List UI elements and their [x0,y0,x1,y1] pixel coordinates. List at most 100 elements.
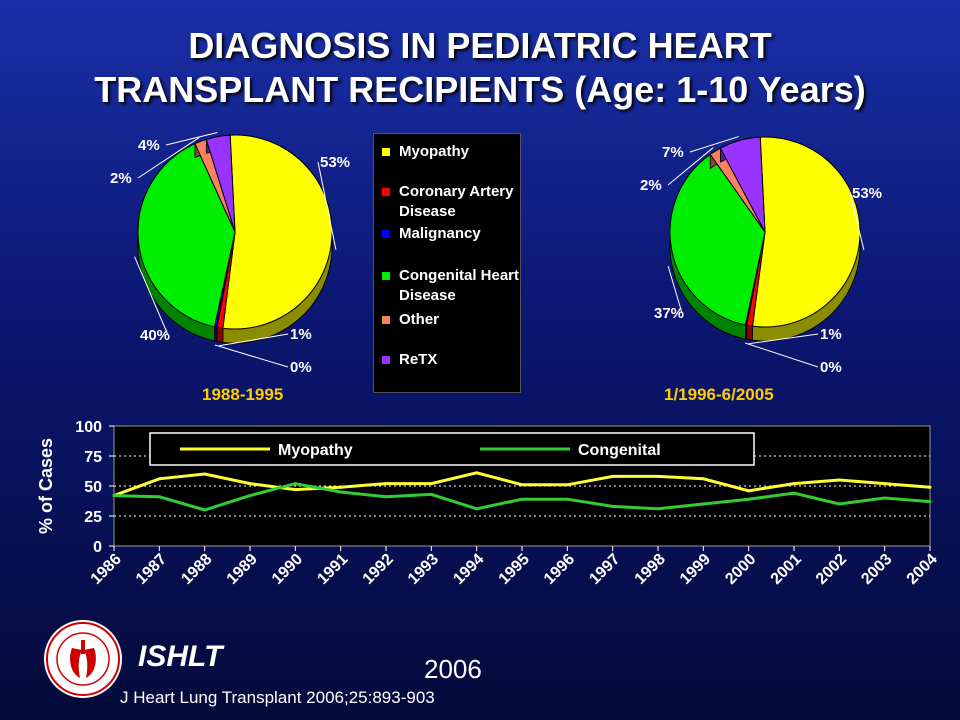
legend-label: Coronary Artery Disease [399,183,514,220]
data-point [203,508,207,512]
pie-2: 53% 1% 0% 37% 2%7% [640,136,882,376]
y-tick-label: 100 [75,419,102,436]
data-point [293,482,297,486]
pie-slice-label: 7% [662,144,684,161]
data-point [747,489,751,493]
data-point [248,482,252,486]
legend-swatch [382,188,390,196]
data-point [792,482,796,486]
y-tick-label: 75 [84,449,102,466]
pie-slice-label: 0% [290,359,312,376]
pie-leader-line [849,192,865,251]
data-point [837,478,841,482]
pie-slice-label: 0% [820,359,842,376]
data-point [928,500,932,504]
data-point [248,494,252,498]
pie-slice [205,134,236,233]
pie-leader-line [667,265,683,314]
y-tick-label: 50 [84,479,102,496]
pie-slice [719,136,766,233]
x-tick-label: 1999 [677,551,714,588]
citation: J Heart Lung Transplant 2006;25:893-903 [120,688,435,707]
data-point [837,502,841,506]
org-name: ISHLT [138,640,223,673]
data-point [565,497,569,501]
data-point [429,492,433,496]
pie-legend: Myopathy Coronary Artery Disease Maligna… [373,133,521,393]
data-point [157,477,161,481]
legend-label: Congenital Heart Disease [399,267,520,304]
pie-leader-line [745,342,819,368]
pie-1: 53% 1% 0% 40% 2% 4% [110,132,350,376]
data-point [701,477,705,481]
x-tick-label: 2003 [858,551,895,588]
pie-leader-line [165,132,218,146]
pie-slice-label: 2% [640,177,662,194]
pie-charts: 53%1%0%40%2%4%53%1%0%37%2%7% [110,132,882,376]
data-point [157,495,161,499]
pie-slice-label: 1% [820,326,842,343]
data-point [520,483,524,487]
data-point [883,496,887,500]
data-point [475,507,479,511]
pie-leader-line [214,344,289,368]
data-point [792,491,796,495]
pie-slice-side [216,326,224,343]
pie-slice-label: 37% [654,305,684,322]
legend-swatch [382,148,390,156]
legend-label: Malignancy [399,225,481,242]
data-point [520,497,524,501]
pie-leader-line [317,161,337,250]
data-point [429,482,433,486]
data-point [203,472,207,476]
x-tick-label: 1990 [269,551,306,588]
x-tick-label: 2002 [813,551,850,588]
data-point [656,474,660,478]
data-point [112,494,116,498]
pie-slice [137,142,236,328]
legend-label: Other [399,311,440,328]
data-point [339,490,343,494]
legend-series-label: Congenital [578,442,661,459]
x-tick-label: 1987 [133,551,170,588]
pie-slice-label: 53% [852,185,882,202]
pie-slice-label: 53% [320,154,350,171]
title-line-2: TRANSPLANT RECIPIENTS (Age: 1-10 Years) [94,69,866,110]
data-point [747,497,751,501]
y-axis-label: % of Cases [36,438,56,534]
year: 2006 [424,654,482,684]
pie-leader-line [689,136,739,153]
pie-slice [751,136,861,328]
data-point [656,507,660,511]
x-tick-label: 1992 [360,551,397,588]
pie-leader-line [137,137,200,179]
x-tick-label: 1988 [178,551,215,588]
x-tick-label: 2000 [722,551,759,588]
pie-leader-line [748,333,819,345]
data-point [883,482,887,486]
pie-2-period-label: 1/1996-6/2005 [664,385,774,404]
data-point [611,504,615,508]
data-point [928,485,932,489]
legend-label: ReTX [399,351,438,368]
legend-label: Myopathy [399,143,470,160]
legend-swatch [382,230,390,238]
data-point [384,495,388,499]
pie-slice-label: 1% [290,326,312,343]
data-point [339,485,343,489]
ishlt-logo-icon [44,620,122,698]
x-tick-label: 1997 [586,551,623,588]
data-point [384,482,388,486]
x-tick-label: 1991 [314,551,351,588]
pie-slice-label: 4% [138,137,160,154]
x-tick-label: 2004 [904,551,941,588]
pie-leader-line [134,256,169,336]
x-tick-label: 2001 [768,551,805,588]
pie-slice-side [746,324,753,341]
pie-slice [669,153,766,326]
data-point [293,488,297,492]
pie-leader-line [667,147,714,186]
line-legend: Myopathy Congenital [149,432,755,466]
pie-slice [222,134,333,330]
